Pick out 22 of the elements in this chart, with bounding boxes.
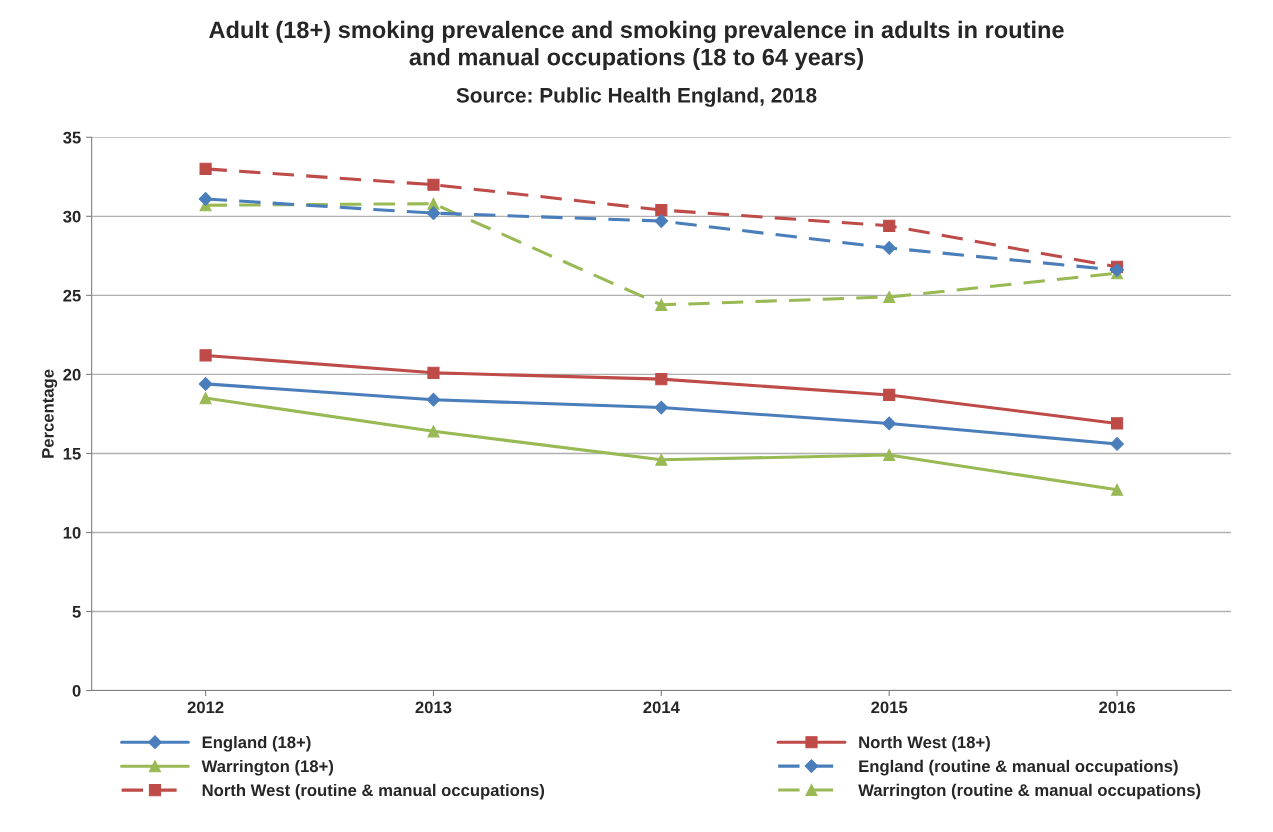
legend-label: Warrington (18+) — [201, 759, 334, 776]
legend-label: North West (18+) — [859, 735, 990, 752]
y-tick-label: 10 — [63, 526, 81, 539]
legend-label: England (routine & manual occupations) — [859, 759, 1178, 776]
x-tick-label: 2016 — [1099, 701, 1135, 714]
y-tick-label: 20 — [63, 368, 81, 381]
legend-label: England (18+) — [202, 735, 311, 752]
x-tick-label: 2014 — [643, 701, 680, 714]
x-tick-label: 2012 — [187, 701, 224, 714]
x-tick-label: 2015 — [871, 701, 908, 714]
legend-label: North West (routine & manual occupations) — [202, 783, 545, 800]
y-tick-label: 25 — [63, 289, 81, 302]
chart-subtitle: Source: Public Health England, 2018 — [456, 87, 817, 107]
y-tick-label: 15 — [63, 448, 81, 460]
legend-label: Warrington (routine & manual occupations) — [858, 783, 1201, 800]
x-tick-label: 2013 — [415, 701, 452, 714]
chart-title: Adult (18+) smoking prevalence and smoking prevalence in adults in routine and manual occupations (18 to 64 years) — [209, 20, 1064, 71]
y-tick-label: 35 — [63, 131, 81, 144]
y-axis-title: Percentage — [42, 369, 58, 458]
y-tick-label: 5 — [72, 606, 81, 618]
y-tick-label: 0 — [72, 684, 81, 697]
y-tick-label: 30 — [63, 210, 81, 223]
